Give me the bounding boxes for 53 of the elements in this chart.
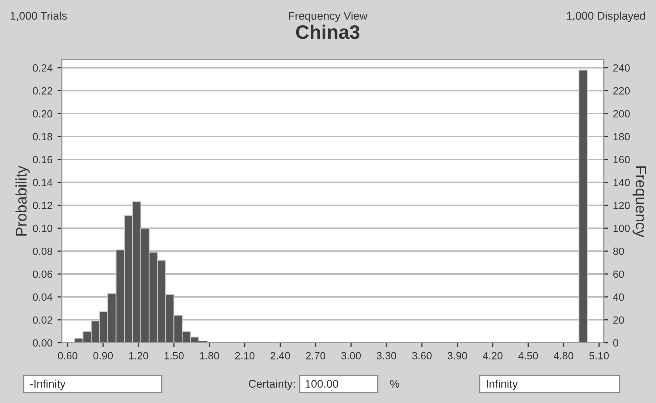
x-tick-label: 1.50 (164, 352, 184, 360)
x-tick-label: 3.90 (448, 352, 468, 360)
text: Certainty: (249, 380, 295, 390)
y-axis-title: Probability (16, 166, 30, 236)
x-tick-label: 3.60 (412, 352, 432, 360)
y-tick-label: 0.14 (33, 179, 53, 186)
x-tick-label: 0.90 (94, 352, 114, 360)
y2-tick-label: 240 (614, 64, 630, 72)
y-tick-label: 0.06 (33, 270, 53, 278)
x-tick-label: 1.20 (129, 352, 148, 360)
y-tick-label: 0.22 (33, 87, 52, 95)
text: Infinity (487, 380, 518, 390)
y2-axis-title: Frequency (632, 166, 647, 238)
text: % (390, 380, 400, 388)
y2-tick-label: 120 (614, 202, 630, 210)
y-tick-label: 0.16 (33, 156, 53, 164)
y2-tick-label: 0 (613, 340, 618, 347)
y-tick-label: 0.04 (33, 294, 53, 302)
y2-tick-label: 160 (614, 156, 630, 164)
x-tick-label: 3.30 (376, 352, 396, 360)
y-tick-label: 0.00 (33, 340, 53, 347)
y2-tick-label: 20 (614, 316, 624, 324)
x-tick-label: 2.40 (270, 352, 290, 360)
text: Frequency View (289, 12, 368, 22)
x-tick-label: 2.10 (235, 352, 255, 360)
y-tick-label: 0.18 (33, 133, 53, 141)
y2-tick-label: 60 (614, 270, 624, 278)
text: 1,000 Displayed (567, 12, 646, 22)
chart-title: China3 (296, 24, 360, 40)
y-tick-label: 0.12 (33, 202, 52, 210)
x-tick-label: 5.10 (590, 352, 610, 360)
x-tick-label: 1.80 (200, 352, 220, 360)
y2-tick-label: 180 (614, 133, 630, 141)
x-tick-label: 4.80 (554, 352, 574, 360)
y2-tick-label: 200 (614, 110, 630, 118)
y2-tick-label: 100 (614, 224, 630, 232)
y-tick-label: 0.24 (33, 64, 53, 72)
x-tick-label: 3.00 (342, 352, 362, 360)
text: 1,000 Trials (10, 12, 68, 22)
y2-tick-label: 80 (613, 248, 624, 256)
x-tick-label: 4.20 (483, 352, 503, 360)
y2-tick-label: 140 (614, 179, 630, 186)
text: 100.00 (306, 380, 339, 388)
y2-tick-label: 220 (614, 87, 630, 95)
y-tick-label: 0.10 (33, 224, 53, 232)
y-tick-label: 0.20 (33, 110, 53, 118)
x-tick-label: 0.60 (58, 352, 78, 360)
y-tick-label: 0.02 (33, 316, 52, 324)
y-tick-label: 0.08 (33, 248, 53, 256)
x-tick-label: 2.70 (306, 352, 326, 360)
x-tick-label: 4.50 (518, 352, 538, 360)
y2-tick-label: 40 (613, 294, 624, 302)
text: -Infinity (30, 380, 66, 390)
